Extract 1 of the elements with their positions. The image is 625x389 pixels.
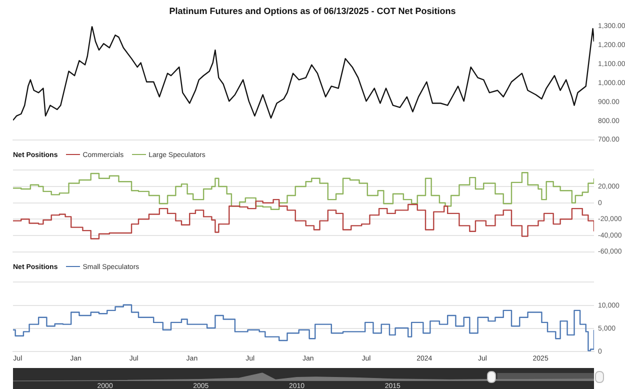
- chart-title: Platinum Futures and Options as of 06/13/2025 - COT Net Positions: [168, 5, 457, 18]
